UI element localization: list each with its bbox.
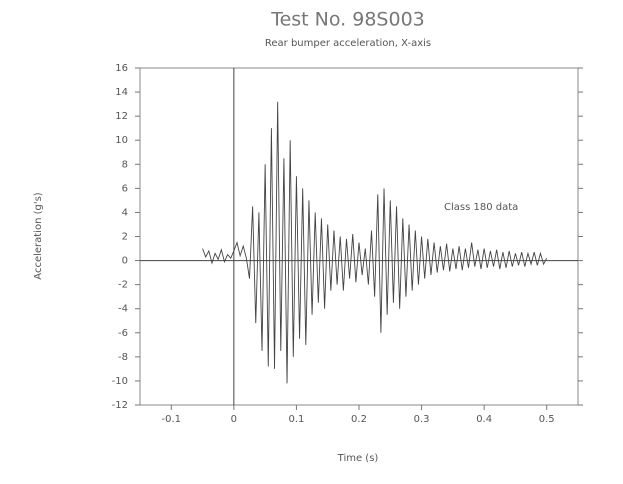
x-tick-label: 0.3	[414, 414, 430, 425]
y-tick-label: 16	[115, 63, 128, 74]
x-tick-label: 0	[231, 414, 237, 425]
y-tick-label: 2	[122, 232, 128, 243]
chart-title: Test No. 98S003	[270, 9, 425, 31]
y-tick-label: 0	[122, 256, 128, 267]
x-tick-label: 0.5	[539, 414, 555, 425]
y-tick-label: 10	[115, 135, 128, 146]
plot-frame	[139, 67, 579, 406]
chart-subtitle: Rear bumper acceleration, X-axis	[265, 38, 431, 49]
y-tick-label: -8	[118, 352, 128, 363]
x-axis-label: Time (s)	[337, 453, 379, 464]
y-tick-label: -2	[118, 280, 128, 291]
annotation: Class 180 data	[444, 202, 518, 213]
y-tick-label: -12	[112, 400, 128, 411]
y-tick-label: 4	[122, 207, 128, 218]
y-axis-label: Acceleration (g's)	[33, 192, 44, 280]
y-tick-label: 6	[122, 183, 128, 194]
y-tick-label: -10	[112, 376, 128, 387]
y-tick-label: 8	[122, 159, 128, 170]
y-tick-label: 12	[115, 111, 128, 122]
y-tick-label: -6	[118, 328, 128, 339]
x-tick-label: -0.1	[162, 414, 182, 425]
x-tick-label: 0.2	[351, 414, 367, 425]
signal-line	[202, 101, 548, 384]
x-tick-label: 0.4	[476, 414, 492, 425]
y-tick-label: -4	[118, 304, 128, 315]
y-tick-label: 14	[115, 87, 128, 98]
x-tick-label: 0.1	[288, 414, 304, 425]
